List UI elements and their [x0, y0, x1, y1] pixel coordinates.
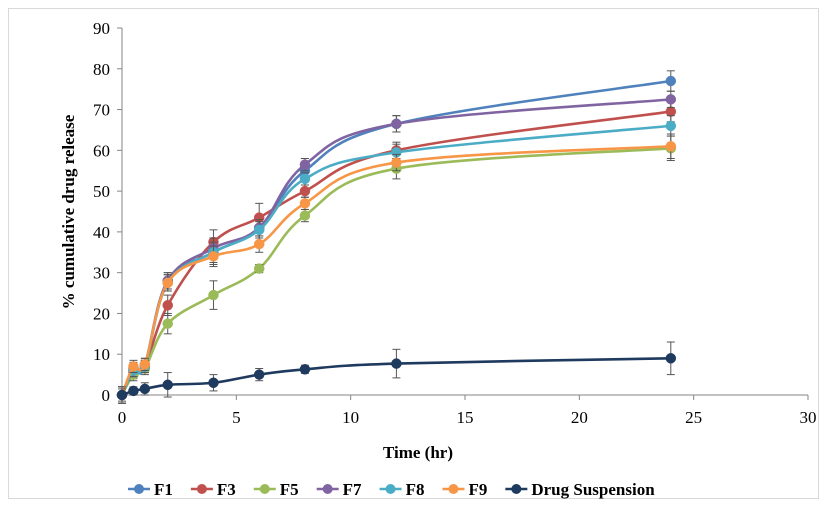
series-line	[121, 357, 671, 397]
data-point	[391, 358, 402, 369]
y-tick-label: 0	[102, 386, 111, 405]
data-point	[299, 159, 311, 170]
legend-label: F7	[343, 480, 362, 499]
data-point	[665, 353, 677, 364]
data-point	[116, 389, 128, 401]
x-tick-label: 30	[800, 408, 817, 427]
data-point	[665, 106, 677, 117]
chart-frame	[8, 8, 819, 499]
y-axis-label: % cumulative drug release	[59, 114, 78, 309]
x-tick-label: 25	[685, 408, 702, 427]
data-point	[128, 361, 139, 372]
data-point	[139, 359, 151, 370]
y-tick-label: 60	[93, 141, 110, 160]
x-tick-label: 15	[457, 408, 474, 427]
data-point	[162, 277, 173, 289]
legend-swatch-marker	[134, 484, 144, 494]
data-point	[391, 118, 402, 130]
data-point	[208, 289, 219, 301]
legend-item-f3: F3	[190, 480, 236, 499]
data-point	[128, 385, 139, 397]
legend-swatch-marker	[511, 484, 522, 494]
data-point	[208, 377, 219, 389]
series-line	[120, 124, 671, 396]
series-line	[120, 144, 671, 396]
x-tick-label: 20	[571, 408, 588, 427]
data-point	[253, 263, 265, 274]
legend: F1 F3 F5 F7 F8 F9 Drug Suspension	[128, 480, 655, 499]
data-point	[162, 318, 173, 329]
legend-item-f5: F5	[253, 480, 299, 499]
data-point	[299, 185, 311, 197]
legend-label: F5	[280, 480, 299, 499]
data-point	[665, 75, 677, 87]
data-point	[665, 141, 677, 152]
data-point	[665, 120, 677, 132]
legend-swatch-marker	[259, 484, 270, 494]
legend-item-f1: F1	[128, 480, 173, 499]
legend-item-drug-suspension: Drug Suspension	[505, 480, 655, 499]
x-tick-label: 0	[118, 408, 127, 427]
y-tick-label: 70	[93, 101, 110, 120]
data-point	[139, 383, 151, 395]
data-point	[253, 224, 265, 236]
y-tick-label: 50	[93, 182, 110, 201]
series-f9	[116, 133, 677, 404]
data-point	[299, 210, 311, 221]
legend-label: F8	[406, 480, 425, 499]
legend-label: F1	[154, 480, 173, 499]
legend-item-f7: F7	[316, 480, 362, 499]
series-drug-suspension	[116, 341, 677, 402]
data-point	[253, 369, 265, 380]
data-point	[162, 300, 173, 311]
x-axis-label: Time (hr)	[383, 443, 453, 462]
y-tick-label: 30	[93, 264, 110, 283]
data-point	[253, 238, 265, 250]
data-point	[299, 364, 311, 375]
data-point	[162, 379, 173, 391]
plot-area	[116, 70, 677, 404]
data-point	[391, 157, 402, 168]
axes: 0 10 20 30 40 50 60 70 80 90 0 5 10 15 20 25 30	[93, 19, 817, 427]
legend-item-f8: F8	[379, 480, 425, 499]
y-tick-label: 90	[93, 19, 110, 38]
legend-swatch-marker	[448, 484, 459, 494]
legend-item-f9: F9	[442, 480, 487, 499]
legend-swatch-marker	[385, 484, 396, 494]
y-tick-label: 80	[93, 60, 110, 79]
y-tick-label: 40	[93, 223, 110, 242]
y-tick-label: 20	[93, 304, 110, 323]
x-tick-label: 10	[342, 408, 359, 427]
y-tick-label: 10	[93, 345, 110, 364]
data-point	[299, 198, 311, 209]
legend-swatch-marker	[322, 484, 333, 494]
legend-label: F9	[468, 480, 487, 499]
legend-label: Drug Suspension	[531, 480, 655, 499]
data-point	[665, 94, 677, 105]
legend-swatch-marker	[196, 484, 207, 494]
legend-label: F3	[217, 480, 236, 499]
x-tick-label: 5	[232, 408, 241, 427]
data-point	[299, 173, 311, 185]
data-point	[208, 251, 219, 262]
